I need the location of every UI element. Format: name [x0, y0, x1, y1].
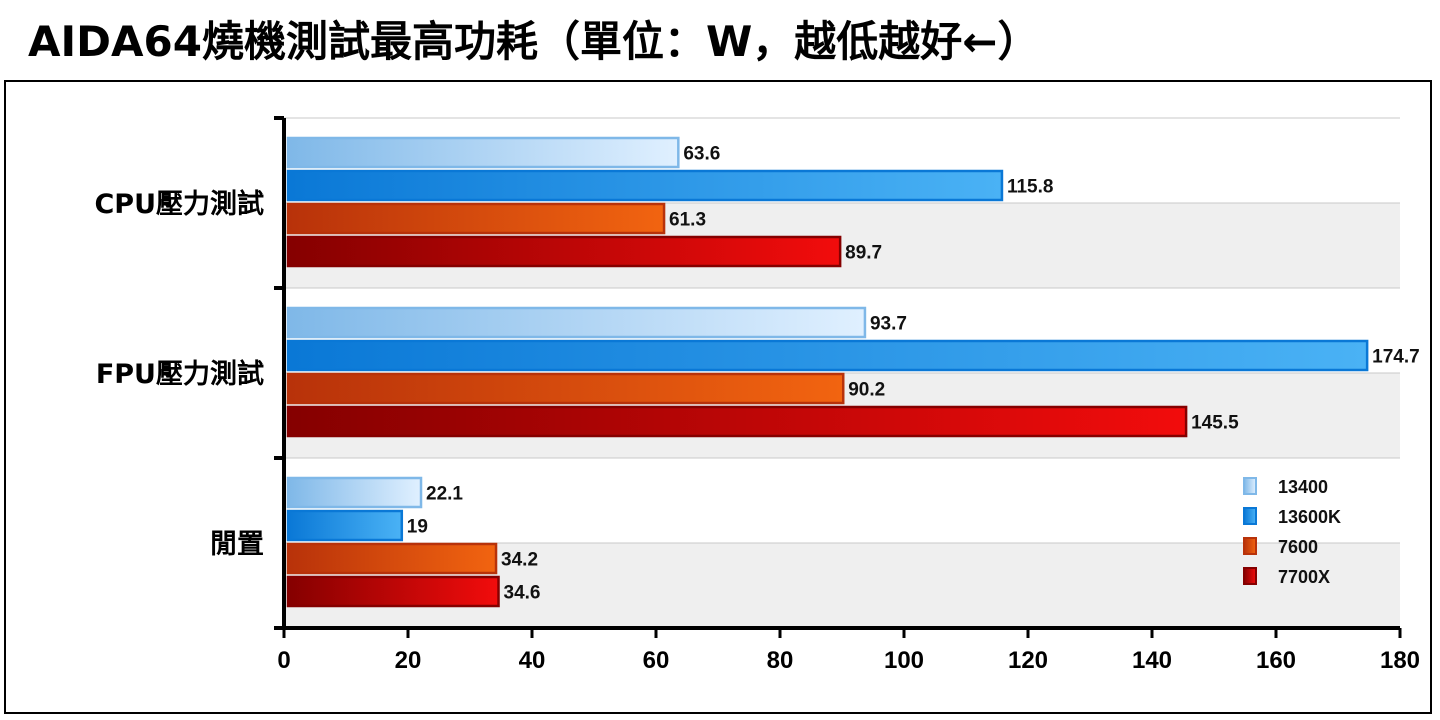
legend-label-7600: 7600 — [1278, 537, 1318, 557]
value-label-7600-cpu: 61.3 — [669, 210, 706, 231]
value-label-13600k-fpu: 174.7 — [1372, 347, 1420, 368]
x-tick-label: 100 — [884, 647, 924, 674]
category-label: FPU壓力測試 — [96, 358, 264, 390]
bar-13600k-idle — [286, 509, 404, 542]
value-label-7700x-fpu: 145.5 — [1191, 413, 1239, 434]
legend-label-13400: 13400 — [1278, 477, 1328, 497]
value-label-13400-fpu: 93.7 — [870, 314, 907, 335]
legend-swatch-7700x — [1243, 567, 1257, 585]
x-tick-label: 0 — [277, 647, 290, 674]
value-label-7700x-idle: 34.6 — [504, 583, 541, 604]
bar-7600-idle — [286, 542, 498, 575]
x-tick-label: 160 — [1256, 647, 1296, 674]
value-label-13600k-cpu: 115.8 — [1007, 177, 1053, 198]
x-tick-label: 40 — [519, 647, 546, 674]
value-label-13400-idle: 22.1 — [426, 484, 463, 505]
value-label-13400-cpu: 63.6 — [683, 144, 720, 165]
value-label-13600k-idle: 19 — [407, 517, 428, 538]
legend-swatch-13600k — [1243, 507, 1257, 525]
bar-7600-fpu — [286, 372, 845, 405]
x-tick-label: 20 — [395, 647, 422, 674]
x-tick-label: 140 — [1132, 647, 1172, 674]
bar-7700x-idle — [286, 575, 500, 608]
bar-13600k-fpu — [286, 339, 1369, 372]
x-tick-label: 120 — [1008, 647, 1048, 674]
bar-13400-idle — [286, 476, 423, 509]
category-label: CPU壓力測試 — [94, 188, 264, 220]
legend-swatch-7600 — [1243, 537, 1257, 555]
bar-13600k-cpu — [286, 169, 1004, 202]
legend-swatch-13400 — [1243, 477, 1257, 495]
x-tick-label: 180 — [1380, 647, 1420, 674]
category-label: 閒置 — [210, 529, 264, 560]
value-label-7600-idle: 34.2 — [501, 550, 538, 571]
bar-7700x-cpu — [286, 235, 842, 268]
value-label-7600-fpu: 90.2 — [848, 380, 885, 401]
value-label-7700x-cpu: 89.7 — [845, 243, 882, 264]
x-tick-label: 60 — [643, 647, 670, 674]
legend-label-13600k: 13600K — [1278, 507, 1341, 527]
bar-13400-cpu — [286, 136, 680, 169]
x-tick-label: 80 — [767, 647, 794, 674]
bar-13400-fpu — [286, 306, 867, 339]
title-bar: AIDA64燒機測試最高功耗（單位：W，越低越好←） — [0, 0, 1440, 78]
legend-label-7700x: 7700X — [1278, 567, 1330, 587]
bar-7600-cpu — [286, 202, 666, 235]
chart-title: AIDA64燒機測試最高功耗（單位：W，越低越好←） — [28, 17, 1040, 66]
bar-7700x-fpu — [286, 405, 1188, 438]
